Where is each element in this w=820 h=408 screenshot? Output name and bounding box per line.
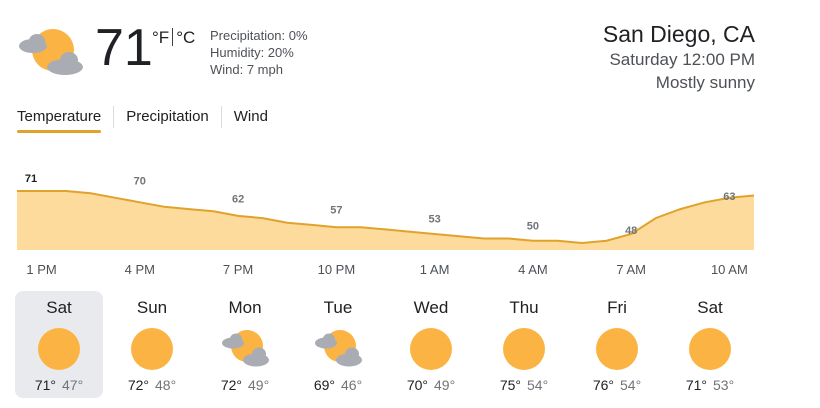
forecast-temps: 72° 49° [201, 377, 289, 393]
partly-cloudy-icon [17, 28, 85, 78]
forecast-day[interactable]: Sat 71° 53° [666, 291, 754, 398]
forecast-low: 54° [527, 377, 549, 393]
forecast-low: 53° [713, 377, 735, 393]
forecast-high: 71° [685, 377, 707, 393]
forecast-temps: 72° 48° [108, 377, 196, 393]
forecast-temps: 71° 53° [666, 377, 754, 393]
temperature-data-label: 48 [625, 225, 637, 237]
forecast-day[interactable]: Mon 72° 49° [201, 291, 289, 398]
forecast-day-name: Mon [228, 298, 262, 317]
temperature-data-label: 50 [527, 221, 539, 233]
forecast-day-name: Sat [697, 298, 723, 317]
forecast-high: 72° [220, 377, 242, 393]
current-conditions: 71 °F °C Precipitation: 0% Humidity: 20% … [0, 0, 820, 100]
tab-divider [220, 106, 222, 128]
partly-cloudy-icon [314, 327, 362, 371]
forecast-temps: 69° 46° [294, 377, 382, 393]
forecast-low: 47° [62, 377, 84, 393]
forecast-low: 46° [341, 377, 363, 393]
forecast-low: 49° [434, 377, 456, 393]
forecast-day-name: Thu [509, 298, 539, 317]
tab-wind[interactable]: Wind [233, 108, 268, 125]
forecast-high: 72° [127, 377, 149, 393]
unit-toggle: °F °C [152, 28, 195, 48]
time-label: 7 PM [222, 262, 254, 277]
humidity-text: Humidity: 20% [210, 45, 294, 60]
temperature-data-label: 53 [428, 214, 440, 226]
forecast-temps: 70° 49° [387, 377, 475, 393]
sun-icon [35, 327, 83, 371]
sun-icon [128, 327, 176, 371]
tab-temperature[interactable]: Temperature [17, 106, 102, 133]
time-label: 1 AM [419, 262, 450, 277]
forecast-day-name: Tue [323, 298, 353, 317]
temperature-chart: 71 70 62 57 53 50 48 63 [17, 173, 755, 250]
weather-details: Precipitation: 0% Humidity: 20% Wind: 7 … [210, 27, 308, 78]
forecast-day[interactable]: Tue 69° 46° [294, 291, 382, 398]
wind-text: Wind: 7 mph [210, 62, 283, 77]
forecast-high: 70° [406, 377, 428, 393]
temperature-data-label: 62 [232, 193, 244, 205]
tab-divider [113, 106, 115, 128]
forecast-low: 49° [248, 377, 270, 393]
location-city: San Diego, CA [602, 21, 755, 47]
forecast-temps: 76° 54° [573, 377, 661, 393]
forecast-temps: 75° 54° [480, 377, 568, 393]
unit-divider [172, 28, 174, 46]
temperature-data-label: 63 [723, 191, 735, 203]
precipitation-text: Precipitation: 0% [210, 28, 308, 43]
forecast-temps: 71° 47° [15, 377, 103, 393]
location-condition: Mostly sunny [655, 73, 755, 92]
fahrenheit-button[interactable]: °F [152, 28, 170, 47]
current-temperature: 71 [95, 19, 153, 77]
time-label: 10 PM [317, 262, 356, 277]
temperature-data-label: 71 [25, 173, 37, 185]
location-block: San Diego, CA Saturday 12:00 PM Mostly s… [603, 20, 755, 94]
time-label: 7 AM [616, 262, 646, 277]
forecast-day[interactable]: Thu 75° 54° [480, 291, 568, 398]
forecast-day-name: Fri [607, 298, 627, 317]
temperature-line [17, 190, 755, 245]
tab-precipitation[interactable]: Precipitation [126, 108, 209, 125]
temperature-data-label: 57 [330, 205, 342, 217]
time-axis: 1 PM 4 PM 7 PM 10 PM 1 AM 4 AM 7 AM 10 AM [0, 262, 820, 282]
time-label: 4 PM [124, 262, 155, 277]
forecast-high: 69° [313, 377, 335, 393]
forecast-high: 75° [499, 377, 521, 393]
location-datetime: Saturday 12:00 PM [609, 50, 755, 69]
sun-icon [686, 327, 734, 371]
forecast-low: 48° [155, 377, 177, 393]
daily-forecast: Sat 71° 47° Sun 72° 48° Mon 72° 49° Tue 69° 46° Wed 7… [15, 291, 805, 399]
forecast-day[interactable]: Sat 71° 47° [15, 291, 103, 398]
forecast-day[interactable]: Wed 70° 49° [387, 291, 475, 398]
forecast-day-name: Wed [413, 298, 449, 317]
forecast-day-name: Sun [136, 298, 168, 317]
forecast-high: 76° [592, 377, 614, 393]
forecast-high: 71° [34, 377, 56, 393]
sun-icon [407, 327, 455, 371]
temperature-data-label: 70 [134, 175, 146, 187]
celsius-button[interactable]: °C [176, 28, 196, 47]
forecast-day[interactable]: Sun 72° 48° [108, 291, 196, 398]
partly-cloudy-icon [221, 327, 269, 371]
sun-icon [593, 327, 641, 371]
forecast-day[interactable]: Fri 76° 54° [573, 291, 661, 398]
time-label: 4 AM [518, 262, 548, 277]
time-label: 10 AM [710, 262, 748, 277]
time-label: 1 PM [26, 262, 57, 277]
forecast-day-name: Sat [46, 298, 72, 317]
forecast-low: 54° [620, 377, 642, 393]
chart-tabs: Temperature Precipitation Wind [17, 106, 268, 138]
temperature-area [17, 191, 754, 250]
sun-icon [500, 327, 548, 371]
